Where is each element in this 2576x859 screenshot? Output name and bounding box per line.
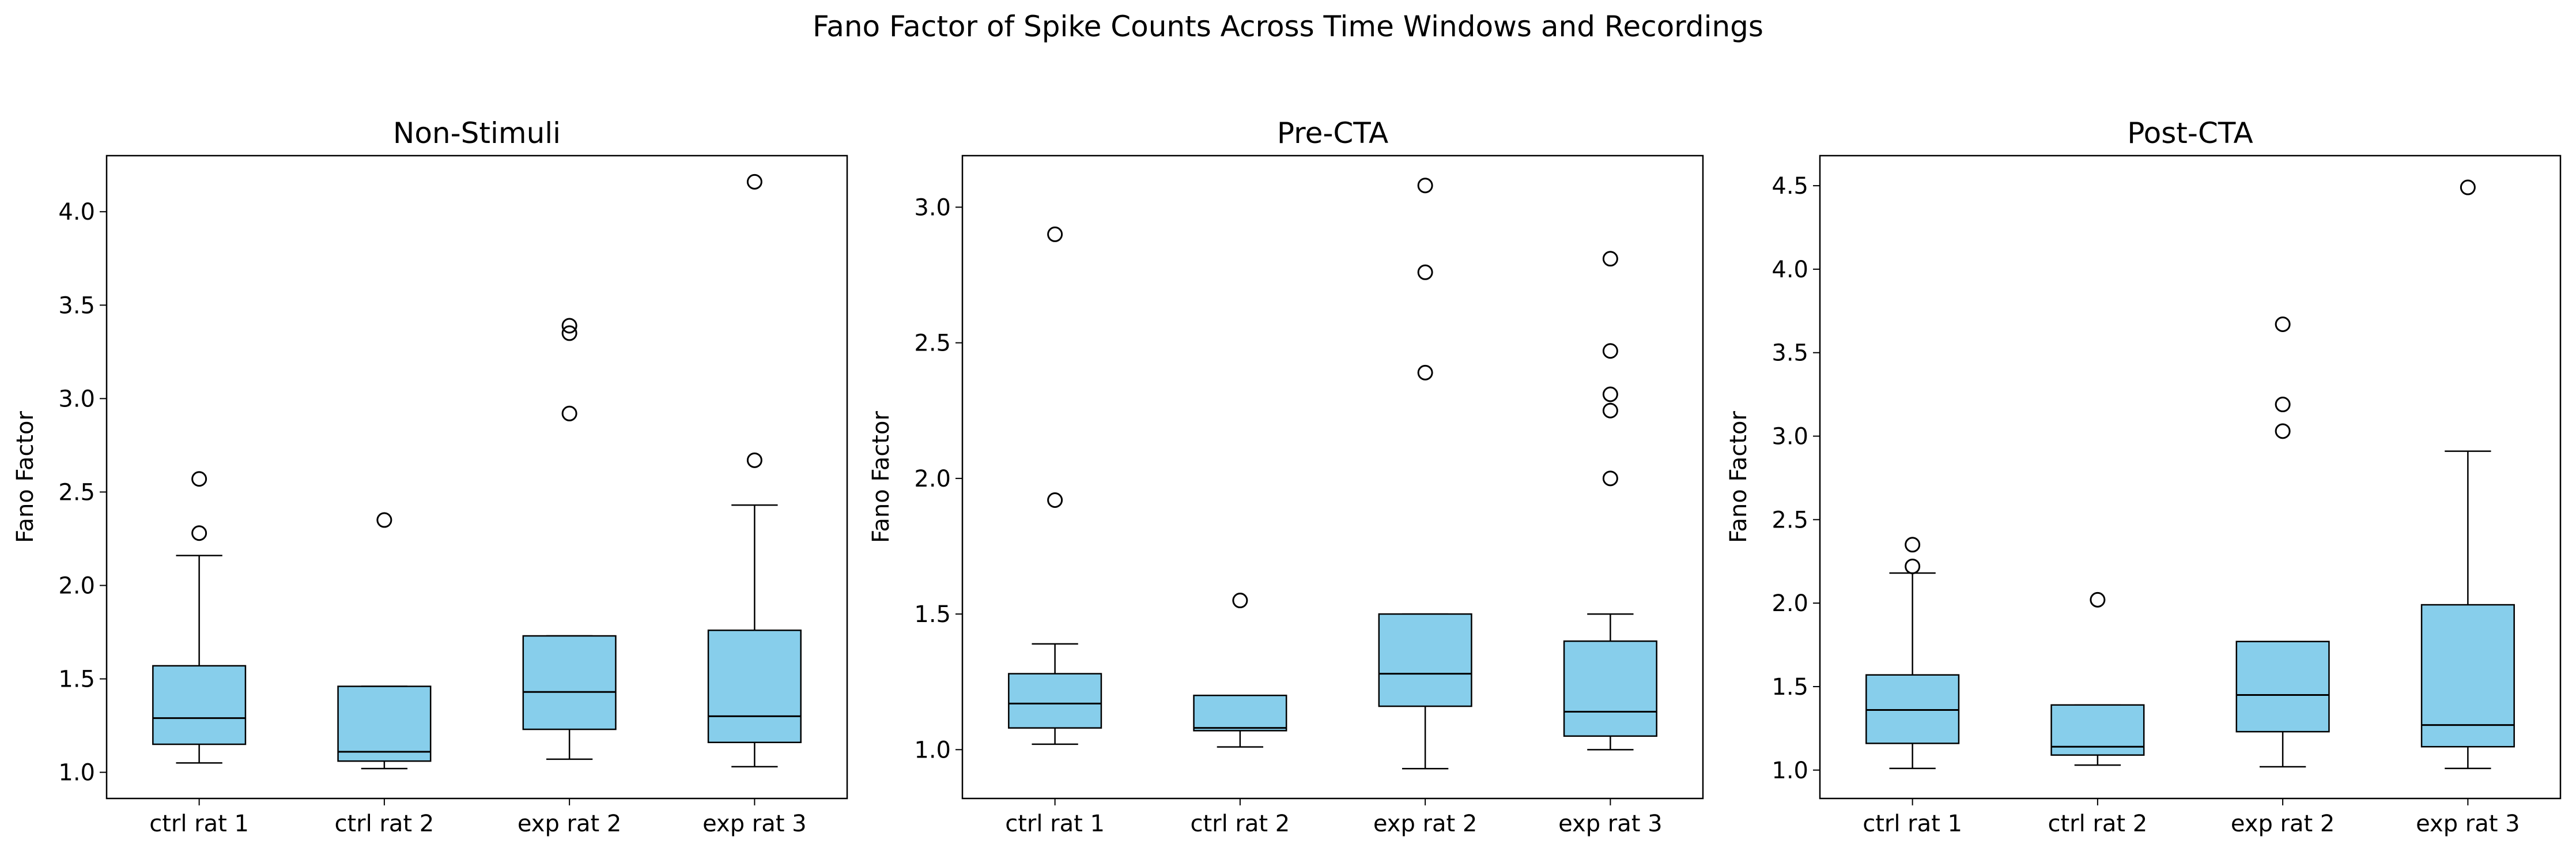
outlier-point [1417,364,1433,380]
outlier-point [1232,593,1248,609]
y-tick-label: 1.0 [58,760,95,786]
x-tick-label: exp rat 2 [518,811,622,837]
outlier-point [561,325,577,341]
y-tick-label: 3.5 [1772,340,1808,367]
panel-title: Non-Stimuli [393,116,561,150]
y-tick-label: 3.5 [58,292,95,319]
y-axis-label: Fano Factor [868,411,894,543]
y-tick-label: 4.0 [1772,257,1808,283]
box-exp-rat-3 [707,174,802,768]
box-ctrl-rat-1 [152,471,247,764]
axes-frame [1819,155,2562,800]
outlier-point [2090,591,2106,608]
x-tick-label: ctrl rat 1 [1863,811,1962,837]
y-tick-label: 4.5 [1772,173,1808,199]
x-tick-label: ctrl rat 2 [334,811,434,837]
outlier-point [191,525,207,541]
outlier-point [191,471,207,487]
y-tick-label: 2.5 [914,330,951,357]
outlier-point [1047,226,1063,242]
box-ctrl-rat-1 [1008,226,1102,745]
y-tick-label: 3.0 [914,194,951,221]
iqr-box [1563,640,1657,737]
box-ctrl-rat-2 [1193,593,1287,748]
x-tick-label: exp rat 3 [2416,811,2520,837]
x-tick-label: exp rat 3 [1558,811,1663,837]
outlier-point [2275,423,2291,439]
y-tick-label: 1.5 [914,601,951,628]
x-tick-label: ctrl rat 1 [1005,811,1105,837]
y-tick-label: 1.0 [1772,758,1808,784]
x-tick-label: ctrl rat 2 [1190,811,1290,837]
iqr-box [2235,641,2330,733]
iqr-box [1193,694,1287,732]
outlier-point [1047,492,1063,508]
y-axis-label: Fano Factor [12,411,39,543]
outlier-point [2275,317,2291,333]
figure-title: Fano Factor of Spike Counts Across Time … [813,10,1763,43]
iqr-box [522,635,617,730]
iqr-box [337,685,432,762]
panel-3: Post-CTA Fano Factor 1.0 1.5 2.0 2.5 3.0 3.5 4.0… [1725,116,2562,837]
x-tick-label: exp rat 2 [1373,811,1478,837]
y-tick-label: 2.5 [1772,507,1808,533]
iqr-box [707,630,802,744]
y-tick-label: 1.5 [1772,674,1808,700]
box-ctrl-rat-2 [337,512,432,770]
y-tick-label: 2.0 [58,572,95,599]
axes-frame [105,155,848,800]
outlier-point [561,405,577,421]
x-tick-label: ctrl rat 1 [149,811,249,837]
x-tick-label: exp rat 3 [702,811,807,837]
box-ctrl-rat-1 [1865,537,1960,770]
panel-1: Non-Stimuli Fano Factor 1.0 1.5 2.0 2.5 3.0 3.5… [12,116,848,837]
y-tick-label: 4.0 [58,199,95,225]
axes-frame [961,155,1704,800]
outlier-point [1417,178,1433,194]
iqr-box [152,665,247,745]
y-tick-label: 1.0 [914,737,951,763]
y-axis-label: Fano Factor [1725,411,1752,543]
y-tick-label: 2.0 [914,466,951,492]
iqr-box [1378,613,1472,707]
y-tick-label: 3.0 [58,386,95,412]
outlier-point [1905,558,1921,574]
y-tick-label: 1.5 [58,666,95,693]
outlier-point [2275,397,2291,413]
box-exp-rat-2 [522,318,617,760]
box-exp-rat-3 [1563,251,1657,751]
y-tick-label: 3.0 [1772,424,1808,450]
outlier-point [746,174,762,190]
x-tick-label: exp rat 2 [2231,811,2335,837]
outlier-point [1417,264,1433,280]
outlier-point [1602,251,1618,267]
box-exp-rat-2 [2235,317,2330,768]
outlier-point [1602,386,1618,402]
outlier-point [2460,179,2476,195]
x-tick-label: ctrl rat 2 [2048,811,2147,837]
outlier-point [1602,470,1618,487]
iqr-box [2420,604,2515,748]
panel-title: Pre-CTA [1277,116,1388,150]
outlier-point [1905,537,1921,553]
iqr-box [1008,673,1102,729]
box-exp-rat-2 [1378,178,1472,770]
outlier-point [746,452,762,468]
outlier-point [561,318,577,334]
panel-2: Pre-CTA Fano Factor 1.0 1.5 2.0 2.5 3.0 ctrl ra… [868,116,1704,837]
box-exp-rat-3 [2420,179,2515,770]
outlier-point [376,512,392,528]
y-tick-label: 2.5 [58,479,95,506]
outlier-point [1602,402,1618,419]
y-tick-label: 2.0 [1772,590,1808,617]
panel-title: Post-CTA [2127,116,2253,150]
outlier-point [1602,343,1618,359]
box-ctrl-rat-2 [2050,591,2145,766]
